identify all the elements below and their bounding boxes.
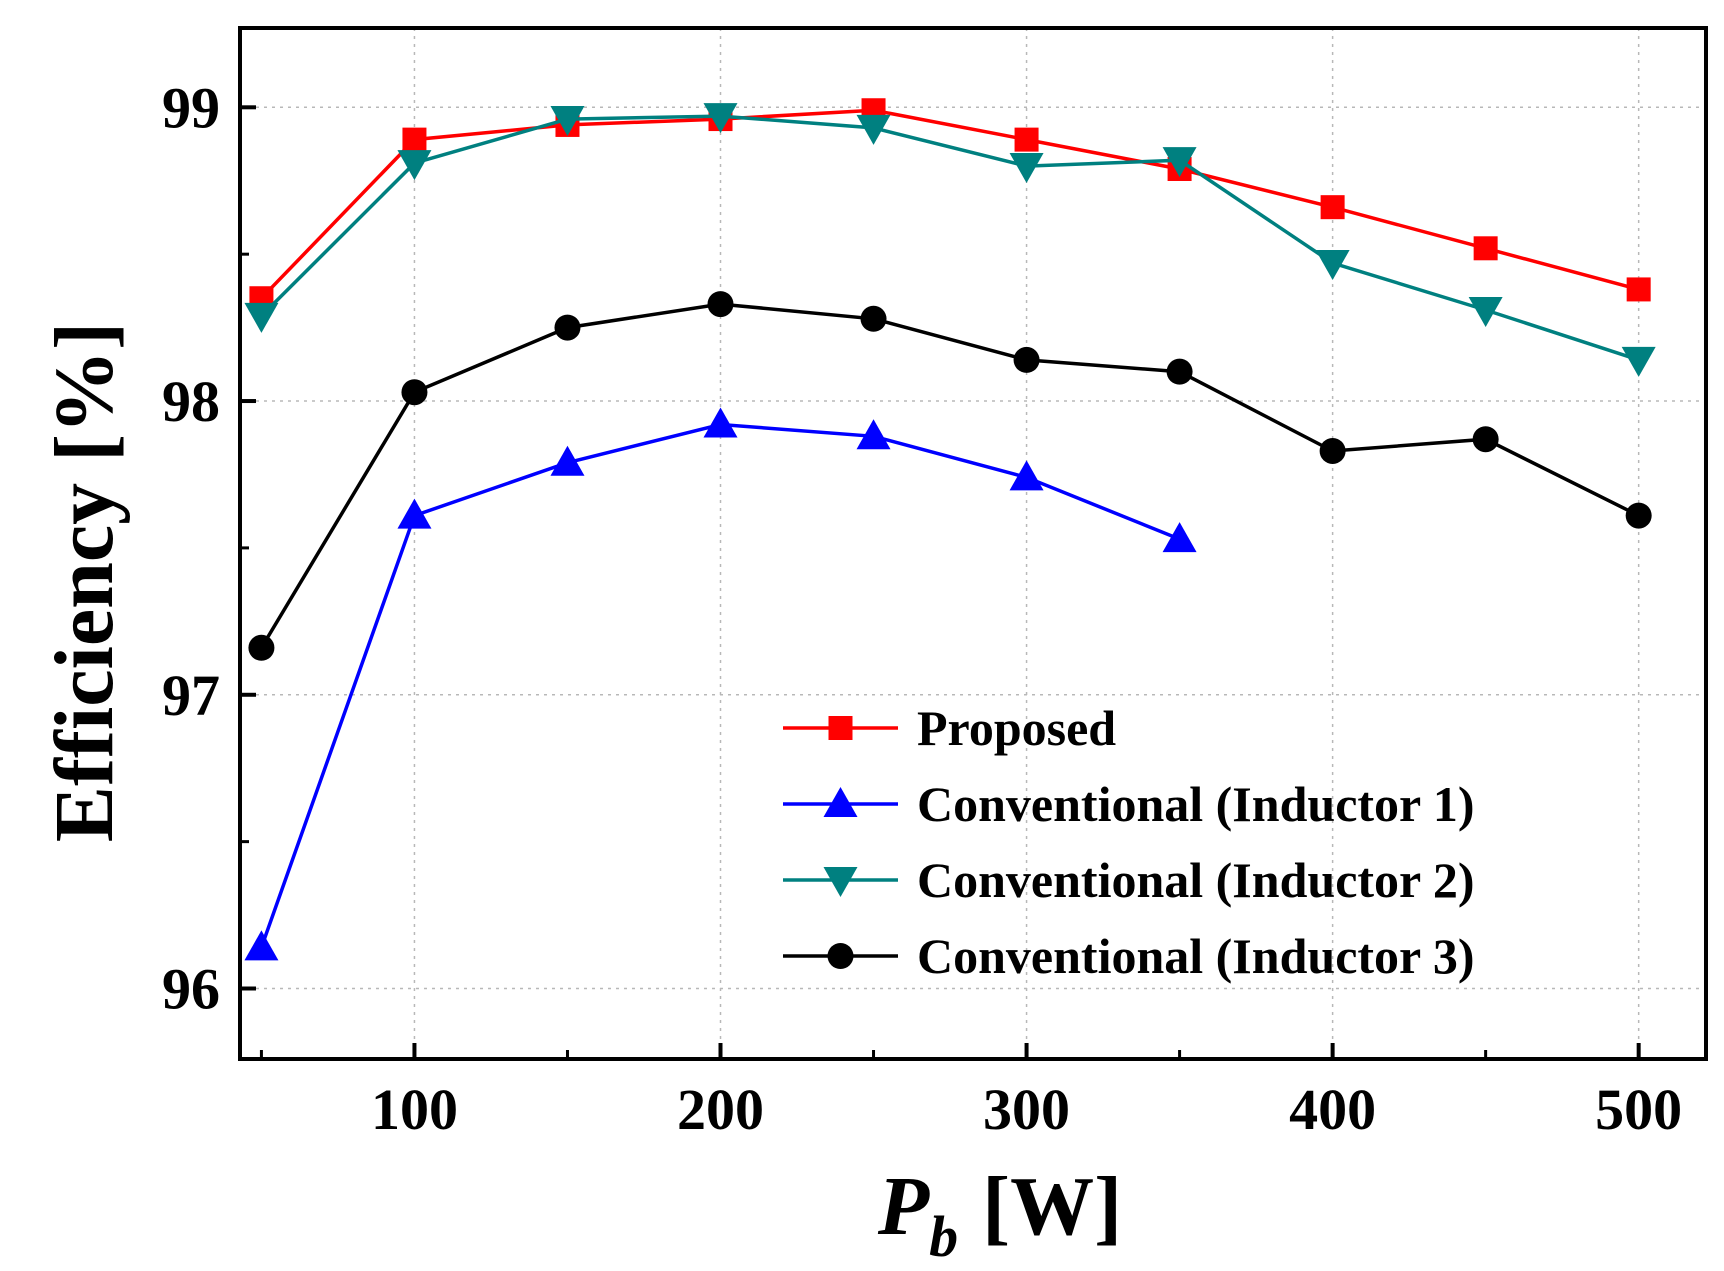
y-tick-label: 99	[162, 75, 220, 140]
series-4	[248, 291, 1652, 661]
data-point	[397, 498, 432, 529]
data-point	[707, 291, 734, 318]
y-tick-label: 98	[162, 369, 220, 434]
data-point	[1472, 426, 1499, 453]
data-point	[1009, 460, 1044, 491]
x-tick-label: 200	[677, 1077, 764, 1142]
data-series	[244, 98, 1656, 961]
y-tick-label: 96	[162, 957, 220, 1022]
legend-entry: Conventional (Inductor 3)	[783, 928, 1474, 984]
data-point	[1009, 153, 1044, 184]
legend-marker	[823, 867, 858, 897]
data-point	[856, 114, 891, 145]
data-point	[703, 103, 738, 134]
legend: Proposed Conventional (Inductor 1) Convent…	[783, 700, 1474, 984]
legend-label: Conventional (Inductor 3)	[917, 928, 1474, 984]
legend-label: Proposed	[917, 700, 1116, 756]
legend-marker	[823, 787, 858, 817]
series-line	[259, 302, 1640, 649]
data-point	[1162, 522, 1197, 553]
legend-entry: Conventional (Inductor 2)	[783, 852, 1474, 908]
legend-label: Conventional (Inductor 1)	[917, 776, 1474, 832]
data-point	[550, 106, 585, 137]
data-point	[554, 314, 581, 341]
x-axis-label-unit: [W]	[982, 1160, 1122, 1253]
data-point	[1162, 147, 1197, 178]
x-axis-label: Pb [W]	[877, 1160, 1122, 1269]
y-tick-label: 97	[162, 663, 220, 728]
data-point	[1468, 296, 1503, 327]
data-point	[401, 379, 428, 406]
tick-labels: 100 200 300 400 500 96 97 98 99	[162, 75, 1682, 1142]
data-point	[550, 445, 585, 476]
data-point	[1621, 346, 1656, 377]
data-point	[1320, 195, 1345, 220]
x-tick-label: 500	[1595, 1077, 1682, 1142]
data-point	[1473, 236, 1498, 261]
legend-marker	[827, 943, 854, 969]
data-point	[1625, 502, 1652, 529]
axes	[238, 26, 1708, 1061]
x-axis-label-subscript: b	[929, 1204, 958, 1269]
legend-entry: Proposed	[783, 700, 1116, 756]
legend-marker	[828, 716, 853, 740]
data-point	[1315, 249, 1350, 280]
series-line	[260, 108, 1640, 300]
data-point	[244, 302, 279, 333]
data-point	[860, 305, 887, 332]
x-tick-label: 100	[371, 1077, 458, 1142]
data-point	[248, 634, 275, 661]
plot-frame	[238, 26, 1708, 1061]
series-line	[260, 114, 1640, 362]
data-point	[1166, 358, 1193, 385]
series-3	[244, 103, 1656, 377]
data-point	[1014, 127, 1039, 152]
y-axis-label: Efficiency [%]	[38, 322, 131, 842]
series-1	[249, 98, 1651, 311]
data-point	[397, 150, 432, 181]
data-point	[856, 419, 891, 450]
x-tick-label: 400	[1289, 1077, 1376, 1142]
series-2	[244, 407, 1197, 961]
legend-label: Conventional (Inductor 2)	[917, 852, 1474, 908]
x-tick-label: 300	[983, 1077, 1070, 1142]
data-point	[1013, 346, 1040, 373]
legend-entry: Conventional (Inductor 1)	[783, 776, 1474, 832]
x-axis-label-symbol: P	[877, 1160, 930, 1253]
data-point	[402, 127, 427, 152]
data-point	[1319, 437, 1346, 464]
data-point	[1626, 277, 1651, 302]
data-point	[244, 930, 279, 961]
data-point	[703, 407, 738, 438]
